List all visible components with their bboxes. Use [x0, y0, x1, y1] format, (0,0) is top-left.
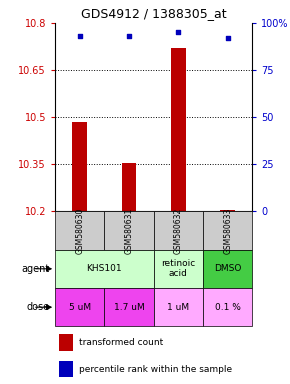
- Text: 1.7 uM: 1.7 uM: [114, 303, 144, 312]
- Bar: [154, 211, 203, 250]
- Point: [77, 33, 82, 39]
- Text: DMSO: DMSO: [214, 264, 241, 273]
- Text: 0.1 %: 0.1 %: [215, 303, 241, 312]
- Text: KHS101: KHS101: [87, 264, 122, 273]
- Text: GSM580633: GSM580633: [223, 207, 232, 253]
- Bar: [203, 211, 252, 250]
- Bar: [220, 210, 235, 211]
- Text: agent: agent: [21, 264, 49, 274]
- Bar: [154, 250, 203, 288]
- Bar: [72, 122, 87, 211]
- Bar: [59, 361, 73, 377]
- Bar: [203, 288, 252, 326]
- Bar: [104, 288, 154, 326]
- Bar: [154, 288, 203, 326]
- Text: dose: dose: [26, 302, 49, 312]
- Bar: [104, 211, 154, 250]
- Text: 5 uM: 5 uM: [69, 303, 91, 312]
- Text: GSM580631: GSM580631: [124, 207, 134, 253]
- Title: GDS4912 / 1388305_at: GDS4912 / 1388305_at: [81, 7, 226, 20]
- Bar: [122, 162, 136, 211]
- Bar: [55, 250, 154, 288]
- Text: retinoic
acid: retinoic acid: [161, 259, 195, 278]
- Point: [127, 33, 131, 39]
- Bar: [59, 334, 73, 351]
- Bar: [171, 48, 186, 211]
- Point: [225, 35, 230, 41]
- Text: transformed count: transformed count: [79, 338, 163, 347]
- Bar: [203, 250, 252, 288]
- Text: 1 uM: 1 uM: [167, 303, 189, 312]
- Text: percentile rank within the sample: percentile rank within the sample: [79, 365, 232, 374]
- Text: GSM580630: GSM580630: [75, 207, 84, 253]
- Bar: [55, 211, 104, 250]
- Bar: [55, 288, 104, 326]
- Text: GSM580632: GSM580632: [174, 207, 183, 253]
- Point: [176, 30, 181, 36]
